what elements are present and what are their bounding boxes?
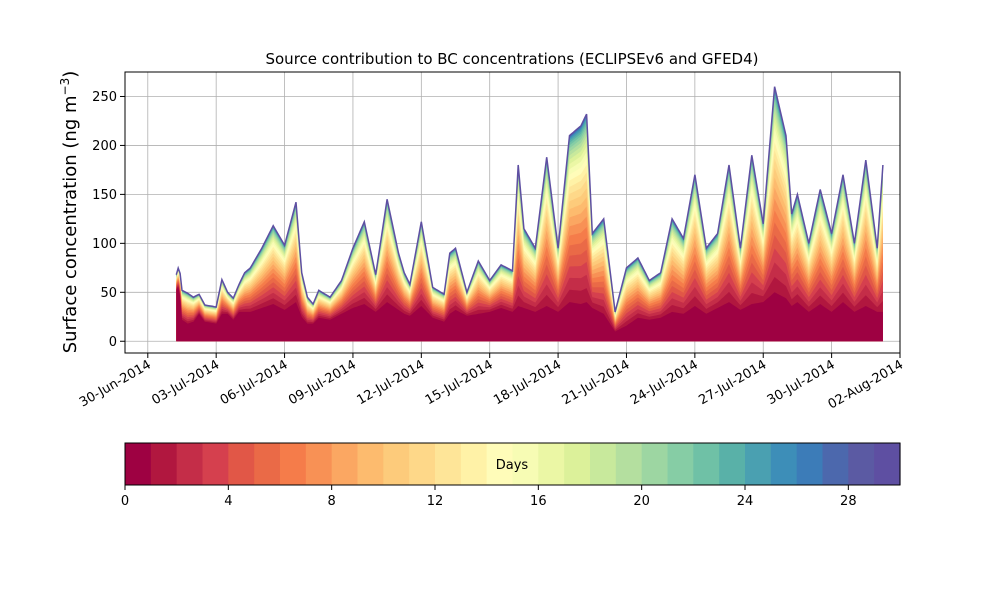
colorbar-segment-5 (254, 443, 281, 485)
colorbar-segment-24 (745, 443, 772, 485)
y-tick-label: 50 (100, 286, 117, 301)
colorbar-segment-25 (770, 443, 798, 485)
colorbar-segment-22 (693, 443, 720, 485)
y-tick-label: 200 (92, 139, 117, 154)
colorbar-segment-10 (383, 443, 410, 485)
colorbar-tick-label: 20 (633, 494, 650, 509)
colorbar-segment-4 (228, 443, 255, 485)
colorbar-tick-label: 4 (224, 494, 232, 509)
stacked-areas (175, 86, 884, 342)
colorbar-segment-2 (176, 443, 204, 485)
colorbar-segment-0 (125, 443, 152, 485)
colorbar-segment-6 (280, 443, 307, 485)
x-tick-label: 09-Jul-2014 (286, 357, 359, 408)
colorbar-tick-label: 8 (328, 494, 336, 509)
x-tick-label: 03-Jul-2014 (149, 357, 222, 408)
x-tick-label: 02-Aug-2014 (826, 357, 906, 412)
total-outline (175, 86, 884, 313)
colorbar-segment-27 (822, 443, 849, 485)
colorbar-label: Days (496, 458, 529, 473)
colorbar-segment-12 (435, 443, 462, 485)
colorbar-tick-label: 24 (737, 494, 754, 509)
colorbar-frame (124, 442, 901, 486)
colorbar-tick-label: 12 (427, 494, 444, 509)
colorbar-segment-17 (564, 443, 591, 485)
colorbar-segment-29 (874, 443, 901, 485)
colorbar-segment-23 (719, 443, 746, 485)
colorbar-ticks: 0 4 8 12 16 20 24 28 (121, 485, 857, 509)
colorbar-tick-label: 16 (530, 494, 547, 509)
colorbar-segment-11 (409, 443, 436, 485)
chart-title: Source contribution to BC concentrations… (265, 50, 758, 68)
colorbar-segment-14 (486, 443, 514, 485)
y-axis-label: Surface concentration (ng m−3) (58, 71, 81, 354)
plot-frame (124, 71, 901, 354)
colorbar-segment-1 (150, 443, 178, 485)
colorbar-segment-13 (460, 443, 488, 485)
x-tick-label: 24-Jul-2014 (628, 357, 701, 408)
colorbar-segment-3 (202, 443, 229, 485)
colorbar (125, 443, 901, 485)
y-tick-label: 250 (92, 90, 117, 105)
x-tick-label: 15-Jul-2014 (423, 357, 496, 408)
colorbar-segment-15 (512, 443, 539, 485)
y-axis: 0 50 100 150 200 250 (92, 90, 125, 350)
colorbar-segment-18 (590, 443, 617, 485)
colorbar-tick-label: 0 (121, 494, 129, 509)
colorbar-segment-26 (796, 443, 824, 485)
x-tick-label: 18-Jul-2014 (491, 357, 564, 408)
x-axis: 30-Jun-201403-Jul-201406-Jul-201409-Jul-… (77, 353, 906, 413)
colorbar-segment-19 (615, 443, 643, 485)
colorbar-tick-label: 28 (840, 494, 857, 509)
colorbar-segment-21 (667, 443, 694, 485)
colorbar-segment-16 (538, 443, 565, 485)
area-band-0 (176, 286, 883, 342)
colorbar-segment-7 (305, 443, 333, 485)
y-tick-label: 100 (92, 237, 117, 252)
x-tick-label: 21-Jul-2014 (560, 357, 633, 408)
x-tick-label: 30-Jun-2014 (77, 357, 154, 410)
colorbar-segment-20 (641, 443, 669, 485)
colorbar-segment-28 (848, 443, 875, 485)
x-tick-label: 12-Jul-2014 (355, 357, 428, 408)
y-tick-label: 150 (92, 188, 117, 203)
x-tick-label: 27-Jul-2014 (696, 357, 769, 408)
x-tick-label: 06-Jul-2014 (218, 357, 291, 408)
colorbar-segment-9 (357, 443, 384, 485)
y-tick-label: 0 (109, 335, 117, 350)
colorbar-segment-8 (331, 443, 359, 485)
